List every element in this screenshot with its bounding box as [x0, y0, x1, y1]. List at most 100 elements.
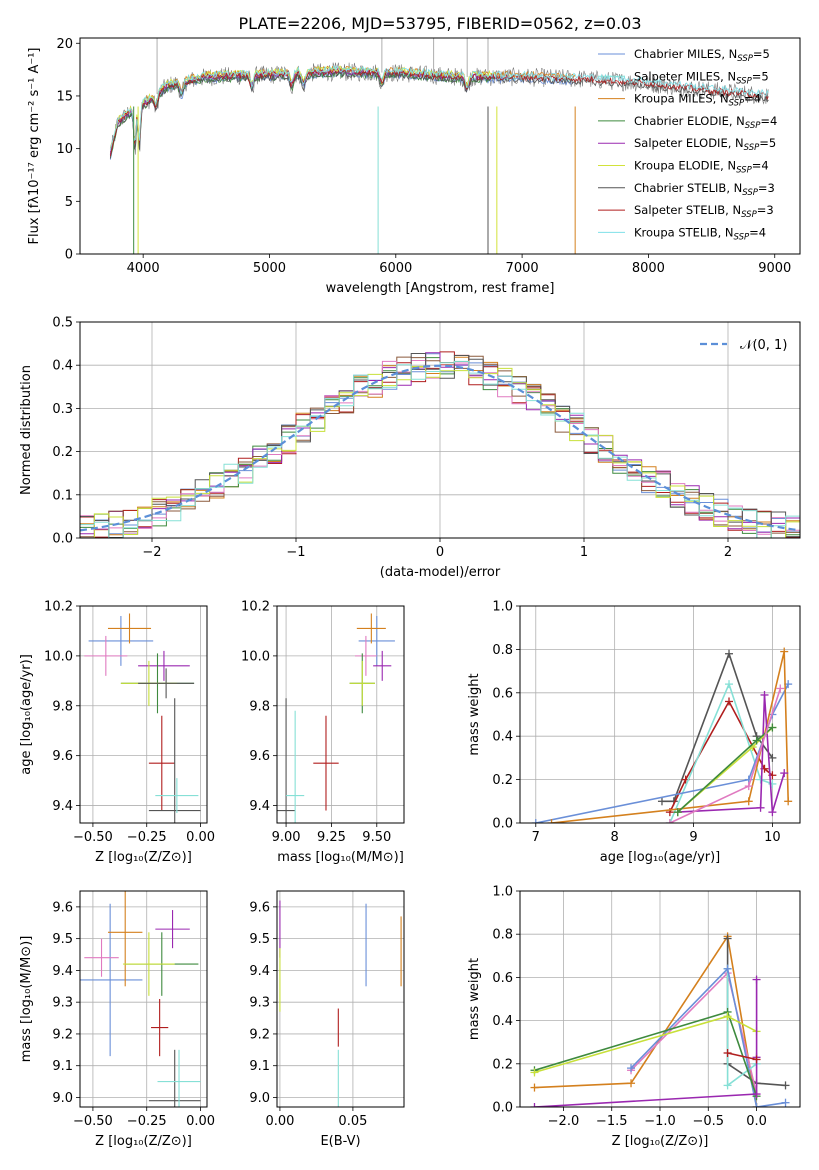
y-axis-label: age [log₁₀(age/yr)]	[19, 654, 34, 775]
x-tick-label: −0.25	[127, 830, 167, 845]
plot-area	[80, 891, 201, 1107]
mass-weight-line	[630, 971, 758, 1095]
legend-text: Kroupa STELIB, N	[634, 225, 734, 239]
x-tick-label: 6000	[379, 261, 412, 276]
y-tick-label: 15	[56, 89, 73, 104]
y-tick-label: 9.8	[249, 699, 270, 714]
x-tick-label: 9	[689, 830, 697, 845]
model-spectrum-line	[109, 64, 769, 151]
y-tick-label: 9.4	[52, 964, 73, 979]
y-axis-label: mass [log₁₀(M/M⊙)]	[19, 936, 34, 1063]
legend-text: =5	[752, 69, 769, 83]
y-tick-label: 9.6	[52, 749, 73, 764]
axes-frame	[79, 37, 801, 255]
x-tick-label: 0.00	[186, 1114, 215, 1129]
legend-text: =5	[759, 136, 776, 150]
mass-weight-line	[551, 651, 789, 823]
y-tick-label: 0.0	[52, 532, 73, 547]
y-tick-label: 10.0	[44, 649, 73, 664]
legend-subscript: SSP	[737, 54, 753, 64]
y-axis-label: Normed distribution	[19, 365, 34, 495]
x-tick-label: 9.25	[317, 830, 346, 845]
legend-text: Salpeter MILES, N	[634, 69, 736, 83]
legend-text: Kroupa ELODIE, N	[634, 159, 736, 173]
y-tick-label: 10.2	[44, 600, 73, 615]
y-tick-label: 9.4	[249, 964, 270, 979]
x-axis-label: mass [log₁₀(M/M⊙)]	[277, 850, 404, 865]
x-axis-label: Z [log₁₀(Z/Z⊙)]	[95, 850, 192, 865]
x-tick-label: 0.00	[265, 1114, 294, 1129]
legend-label: Kroupa MILES, NSSP=4	[634, 92, 761, 109]
x-tick-label: 7000	[506, 261, 539, 276]
x-axis-label: Z [log₁₀(Z/Z⊙)]	[95, 1134, 192, 1149]
y-tick-label: 9.6	[249, 900, 270, 915]
axes-frame	[519, 605, 801, 824]
y-tick-label: 10.2	[241, 600, 270, 615]
legend-text: Salpeter ELODIE, N	[634, 136, 744, 150]
mass-weight-line	[669, 681, 773, 823]
x-tick-label: −0.5	[692, 1114, 724, 1129]
x-tick-label: 7	[532, 830, 540, 845]
mass-weight-line	[534, 979, 758, 1107]
x-axis-label: wavelength [Angstrom, rest frame]	[326, 281, 555, 296]
plot-area	[84, 613, 201, 823]
spectrum-title: PLATE=2206, MJD=53795, FIBERID=0562, z=0…	[238, 14, 641, 33]
legend-label: Kroupa ELODIE, NSSP=4	[634, 159, 769, 176]
mass-weight-line	[727, 1052, 757, 1061]
y-tick-label: 10.0	[241, 649, 270, 664]
y-tick-label: 0.6	[492, 971, 513, 986]
mass-weight-line	[662, 651, 774, 803]
legend-label: Chabrier STELIB, NSSP=3	[634, 181, 775, 198]
legend-text: =3	[758, 181, 775, 195]
legend-label: Chabrier ELODIE, NSSP=4	[634, 114, 777, 131]
x-tick-label: 0	[436, 545, 444, 560]
legend-text: =4	[744, 92, 761, 106]
y-tick-label: 9.4	[249, 799, 270, 814]
x-tick-label: −1	[286, 545, 305, 560]
y-tick-label: 9.5	[249, 932, 270, 947]
legend-label: Kroupa STELIB, NSSP=4	[634, 225, 766, 242]
y-tick-label: 0.2	[492, 773, 513, 788]
plot-area	[279, 900, 402, 1107]
x-tick-label: 1	[580, 545, 588, 560]
legend-text: =4	[749, 225, 766, 239]
legend-text: =5	[753, 47, 770, 61]
legend-subscript: SSP	[729, 99, 745, 109]
y-tick-label: 0.8	[492, 643, 513, 658]
legend-subscript: SSP	[742, 188, 758, 198]
y-tick-label: 10	[56, 142, 73, 157]
x-tick-label: 9.00	[272, 830, 301, 845]
y-tick-label: 9.6	[52, 900, 73, 915]
legend-subscript: SSP	[745, 121, 761, 131]
legend-text: Chabrier STELIB, N	[634, 181, 742, 195]
x-tick-label: −1.5	[596, 1114, 628, 1129]
y-tick-label: 1.0	[492, 885, 513, 900]
residual-histogram-step	[80, 360, 800, 538]
age-vs-metallicity-panel: −0.50 −0.25 0.00 9.4 9.6 9.8 10.0 10.2 Z [log₁₀(…	[19, 600, 215, 866]
x-axis-label: (data-model)/error	[380, 565, 501, 580]
y-tick-label: 9.6	[249, 749, 270, 764]
y-tick-label: 0	[65, 248, 73, 263]
legend-text: Kroupa MILES, N	[634, 92, 729, 106]
axes-frame	[276, 890, 405, 1108]
y-tick-label: 0.4	[52, 359, 73, 374]
plot-area	[530, 932, 790, 1107]
plot-area	[531, 647, 793, 823]
mass-weight-line	[534, 934, 758, 1107]
plot-area	[80, 351, 800, 538]
y-axis-label: mass weight	[467, 958, 482, 1040]
mass-weight-vs-metallicity-panel: −2.0 −1.5 −1.0 −0.5 0.0 0.0 0.2 0.4 0.6 0.8 1.0 Z […	[467, 885, 801, 1149]
x-tick-label: 5000	[253, 261, 286, 276]
x-tick-label: −0.50	[73, 1114, 113, 1129]
x-axis-label: Z [log₁₀(Z/Z⊙)]	[612, 1134, 709, 1149]
mass-vs-metallicity-panel: −0.50 −0.25 0.00 9.0 9.1 9.2 9.3 9.4 9.5 9.6 Z [lo…	[19, 890, 215, 1149]
y-tick-label: 9.4	[52, 799, 73, 814]
legend-label: Salpeter STELIB, NSSP=3	[634, 203, 774, 220]
x-tick-label: 10	[764, 830, 781, 845]
y-tick-label: 9.5	[52, 932, 73, 947]
y-tick-label: 9.2	[52, 1027, 73, 1042]
axes-frame	[519, 890, 801, 1108]
x-tick-label: 4000	[127, 261, 160, 276]
x-tick-label: 8000	[632, 261, 665, 276]
